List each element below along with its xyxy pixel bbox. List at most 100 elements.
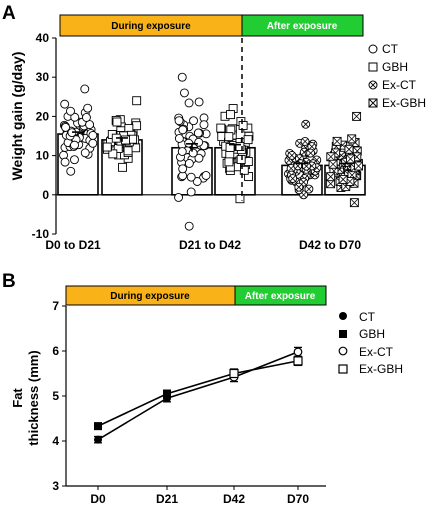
point-panel-a-0-0-21 <box>60 99 70 109</box>
point-panel-a-1-0-24 <box>174 193 184 202</box>
points-panel-a-1-0 <box>174 72 211 231</box>
legend-a-ex-ct: Ex-CT <box>368 78 417 92</box>
points-panel-a-0-0 <box>59 84 98 176</box>
panel-a-ylabel: Weight gain (g/day) <box>9 52 25 181</box>
point-panel-a-2-1-52 <box>326 172 336 182</box>
point-ct-0 <box>94 435 102 444</box>
point-panel-a-2-1-0 <box>349 198 359 208</box>
legend-b-ex-gbh: Ex-GBH <box>338 362 403 376</box>
panel-a: A During exposure After exposure -10 0 10 2… <box>2 3 426 252</box>
panel-b-ytick-label-4: 7 <box>52 299 59 313</box>
point-gbh-1 <box>163 389 171 398</box>
point-panel-a-2-1-49 <box>354 161 363 171</box>
panel-b-xtick-label-1: D21 <box>156 492 178 506</box>
banner-after-b <box>234 285 327 306</box>
point-panel-a-1-0-35 <box>189 116 198 126</box>
point-panel-a-1-1-49 <box>224 157 234 167</box>
point-panel-a-2-1-54 <box>328 159 338 169</box>
legend-a-gbh-label: GBH <box>382 60 408 74</box>
legend-a-ct: CT <box>368 42 399 56</box>
panel-b: B During exposure After exposure 3 4 5 6 7 D0… <box>2 271 403 506</box>
point-panel-a-1-0-47 <box>177 147 187 156</box>
legend-a-ct-marker <box>368 44 378 54</box>
point-panel-a-0-0-3 <box>80 84 90 94</box>
point-panel-a-2-1-53 <box>338 174 348 184</box>
panel-a-marks <box>57 38 366 231</box>
point-ex-ct-3 <box>293 347 303 357</box>
point-panel-a-0-0-52 <box>88 130 98 140</box>
panel-b-ytick-label-3: 6 <box>52 344 59 358</box>
legend-b-ct: CT <box>339 310 376 324</box>
point-panel-a-1-0-45 <box>193 128 203 138</box>
point-panel-a-0-1-40 <box>123 146 133 156</box>
banner-after-a-label: After exposure <box>267 21 338 32</box>
point-panel-a-0-1-0 <box>118 162 127 172</box>
legend-a-ex-gbh-label: Ex-GBH <box>382 96 426 110</box>
point-panel-a-1-1-53 <box>216 123 226 133</box>
point-panel-a-2-1-41 <box>347 134 357 144</box>
point-panel-a-1-0-50 <box>186 187 196 197</box>
panel-b-ytick-label-0: 3 <box>52 479 59 493</box>
point-panel-a-1-0-29 <box>184 98 194 108</box>
legend-b-gbh-marker <box>339 330 347 338</box>
banner-during-b-label: During exposure <box>110 291 190 302</box>
panel-b-xtick-label-0: D0 <box>90 492 106 506</box>
banner-after-a <box>241 14 364 37</box>
panel-b-xtick-label-3: D70 <box>287 492 309 506</box>
legend-b-ex-gbh-marker <box>338 364 348 374</box>
point-panel-a-1-1-51 <box>225 143 235 152</box>
point-panel-a-0-0-54 <box>88 138 98 148</box>
point-panel-a-2-1-34 <box>344 144 354 154</box>
point-panel-a-2-1-3 <box>352 111 362 121</box>
points-panel-a-2-0 <box>284 119 322 200</box>
legend-a-ex-gbh: Ex-GBH <box>368 96 426 110</box>
point-panel-a-1-0-27 <box>192 177 202 186</box>
point-panel-a-0-1-34 <box>132 121 142 131</box>
panel-a-legend: CT GBH Ex-CT Ex-GBH <box>368 42 426 110</box>
points-panel-a-0-1 <box>102 96 142 172</box>
point-panel-a-1-0-42 <box>201 171 211 180</box>
panel-b-axes: 3 4 5 6 7 D0 D21 D42 D70 <box>52 299 326 506</box>
point-panel-a-1-0-39 <box>194 153 204 163</box>
point-ex-gbh-3 <box>293 356 303 366</box>
point-panel-a-2-1-30 <box>332 136 342 146</box>
point-panel-a-1-0-48 <box>194 137 204 147</box>
panel-b-ytick-label-1: 4 <box>52 434 59 448</box>
point-panel-a-0-0-7 <box>60 157 70 167</box>
point-panel-a-1-0-46 <box>178 164 188 174</box>
panel-a-xtick-2: D42 to D70 <box>299 238 361 252</box>
point-panel-a-1-0-40 <box>179 88 189 98</box>
banner-during-a-label: During exposure <box>111 21 191 32</box>
point-ex-gbh-2 <box>229 368 239 379</box>
legend-b-ct-marker <box>339 312 347 320</box>
panel-b-ytick-label-2: 5 <box>52 389 59 403</box>
point-panel-a-0-0-42 <box>70 140 79 150</box>
panel-a-ytick-label-4: 30 <box>36 70 50 84</box>
point-panel-a-1-0-52 <box>174 134 184 143</box>
point-panel-a-1-1-54 <box>236 155 246 164</box>
point-panel-a-1-0-32 <box>199 120 209 130</box>
point-panel-a-0-0-0 <box>66 166 76 176</box>
panel-a-ytick-label-3: 20 <box>36 109 50 123</box>
point-panel-a-2-0-54 <box>306 148 316 158</box>
point-panel-a-0-0-43 <box>66 106 75 116</box>
panel-a-xtick-0: D0 to D21 <box>45 238 101 252</box>
points-panel-a-2-1 <box>326 111 363 208</box>
legend-a-ct-label: CT <box>382 42 399 56</box>
line-ex-ct <box>233 351 299 378</box>
point-panel-a-2-1-38 <box>326 152 336 162</box>
point-panel-a-2-0-21 <box>304 184 314 194</box>
point-panel-a-0-1-51 <box>102 142 112 152</box>
panel-a-ytick-label-5: 40 <box>36 31 50 45</box>
point-panel-a-2-0-51 <box>294 182 304 192</box>
point-panel-a-2-0-31 <box>307 142 317 152</box>
panel-a-ytick-label-2: 10 <box>36 149 50 163</box>
banner-after-b-label: After exposure <box>245 291 316 302</box>
point-panel-a-1-1-52 <box>243 135 253 145</box>
point-panel-a-0-0-53 <box>81 113 91 122</box>
legend-b-ex-ct-marker <box>338 346 348 356</box>
panel-b-legend: CT GBH Ex-CT Ex-GBH <box>338 310 403 376</box>
legend-b-ex-ct-label: Ex-CT <box>359 345 394 359</box>
point-panel-a-1-0-49 <box>188 148 198 158</box>
